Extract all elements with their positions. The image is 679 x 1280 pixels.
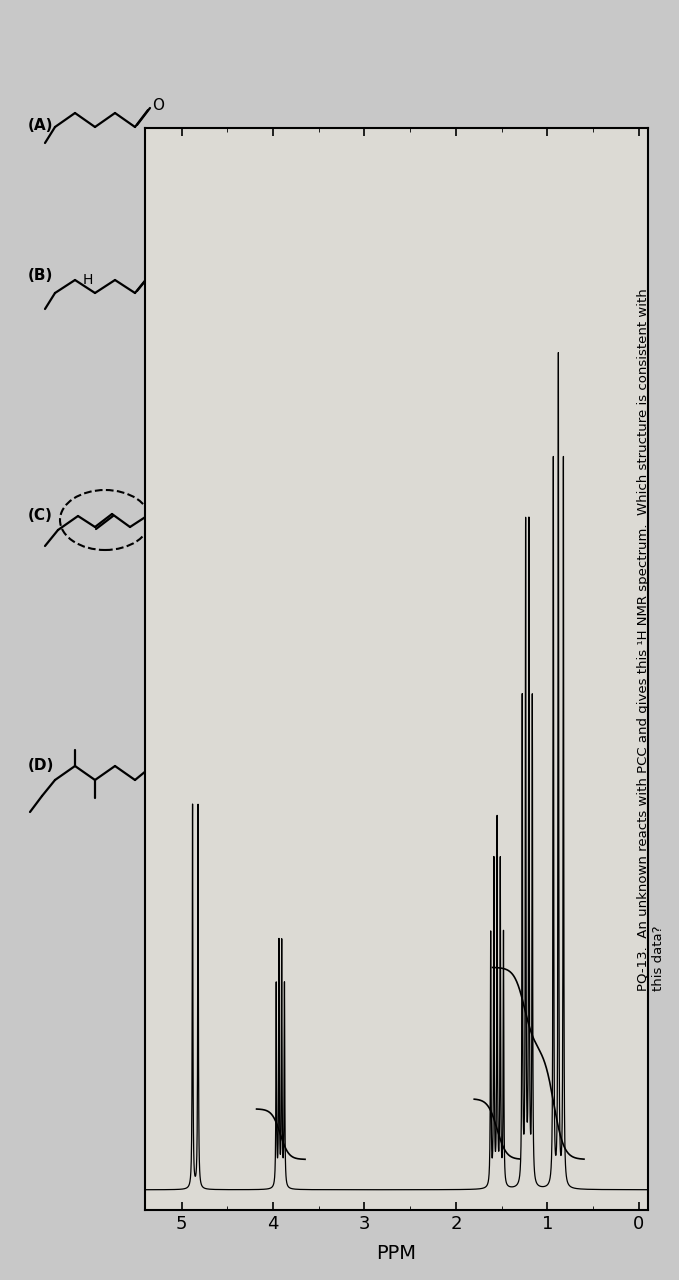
X-axis label: PPM: PPM (376, 1244, 416, 1263)
Text: (D): (D) (28, 758, 54, 773)
Text: O: O (152, 97, 164, 113)
Text: H: H (83, 273, 93, 287)
Text: OH: OH (170, 520, 191, 534)
Text: (B): (B) (28, 268, 54, 283)
Text: O: O (152, 265, 164, 279)
Text: (A): (A) (28, 118, 54, 133)
Text: (C): (C) (28, 507, 53, 522)
Text: PQ-13.  An unknown reacts with PCC and gives this ¹H NMR spectrum.  Which struct: PQ-13. An unknown reacts with PCC and gi… (638, 288, 665, 992)
Text: OH: OH (155, 756, 177, 771)
